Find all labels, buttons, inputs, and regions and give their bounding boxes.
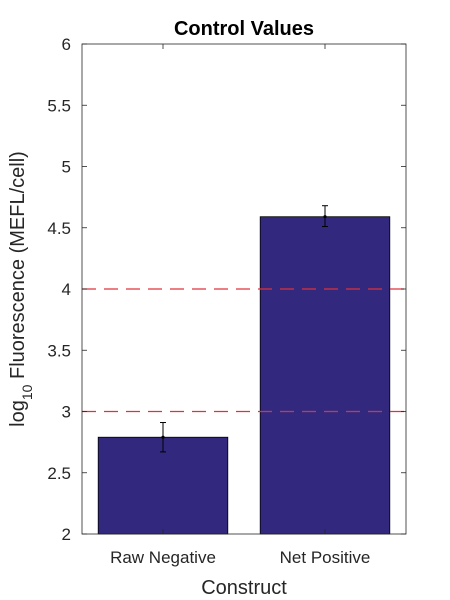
y-tick-label: 4.5 <box>47 219 71 238</box>
x-axis-label: Construct <box>201 577 287 599</box>
mean-point <box>161 435 165 439</box>
y-axis-label-prefix: log <box>7 400 29 427</box>
mean-point <box>323 215 327 219</box>
x-tick-label: Raw Negative <box>110 548 216 567</box>
y-tick-label: 5 <box>62 158 71 177</box>
y-tick-label: 3.5 <box>47 341 71 360</box>
plot-area <box>81 43 407 535</box>
bar-net-positive <box>259 216 391 535</box>
x-tick-label: Net Positive <box>280 548 371 567</box>
x-axis-ticks: Raw Negative Net Positive <box>110 44 370 567</box>
error-bar-net-positive <box>322 205 328 228</box>
error-bar-raw-negative <box>160 422 166 453</box>
chart-title: Control Values <box>174 18 314 40</box>
y-axis-ticks: 2 2.5 3 3.5 4 4.5 5 5.5 6 <box>47 35 406 544</box>
y-axis-label-suffix: Fluorescence (MEFL/cell) <box>7 151 29 384</box>
y-tick-label: 4 <box>62 280 71 299</box>
bar-raw-negative <box>97 436 229 535</box>
y-tick-label: 2.5 <box>47 464 71 483</box>
y-tick-label: 2 <box>62 525 71 544</box>
y-tick-label: 5.5 <box>47 96 71 115</box>
y-axis-label-subscript: 10 <box>19 384 35 400</box>
y-axis-label: log10 Fluorescence (MEFL/cell) <box>7 151 35 427</box>
y-tick-label: 6 <box>62 35 71 54</box>
y-tick-label: 3 <box>62 403 71 422</box>
